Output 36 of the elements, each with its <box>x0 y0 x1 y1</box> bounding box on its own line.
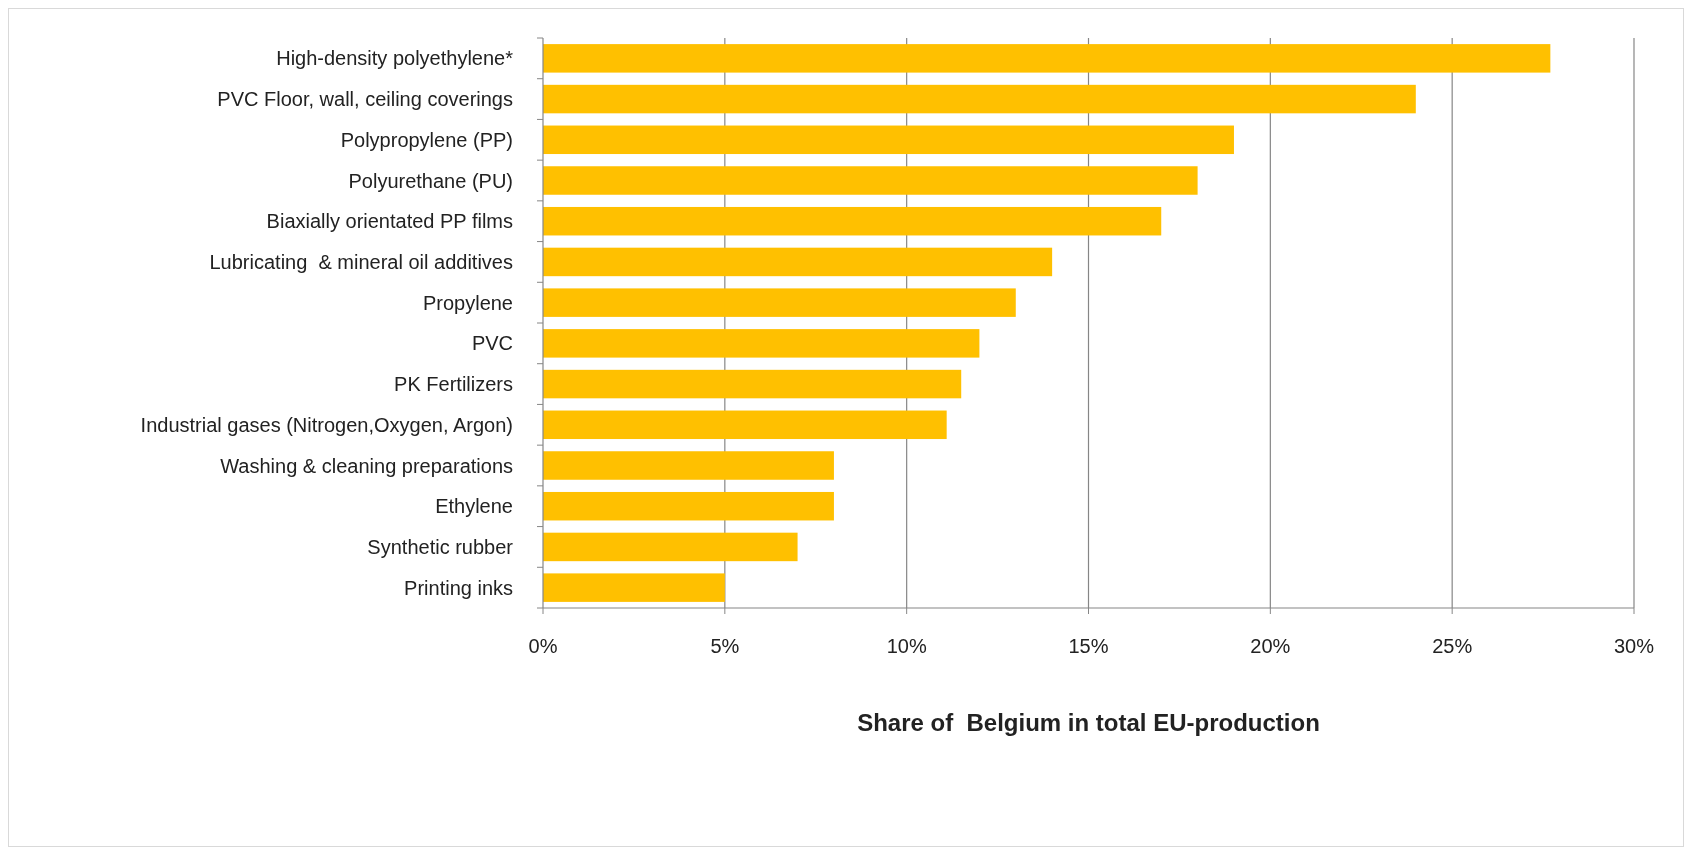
bar <box>543 491 834 521</box>
x-tick-label: 15% <box>1068 635 1109 657</box>
y-tick-label: Polyurethane (PU) <box>348 169 513 192</box>
y-tick-label: Biaxially orientated PP films <box>266 210 513 233</box>
bar <box>543 206 1162 236</box>
x-tick-label: 10% <box>886 635 927 657</box>
y-tick-label: Printing inks <box>404 576 513 599</box>
bar <box>543 369 962 399</box>
y-tick-label: PVC Floor, wall, ceiling coverings <box>217 88 513 111</box>
x-tick-label: 25% <box>1432 635 1473 657</box>
bar <box>543 329 980 358</box>
bar <box>543 573 725 602</box>
y-tick-label: PK Fertilizers <box>394 373 513 396</box>
y-tick-label: High-density polyethylene* <box>276 47 514 70</box>
y-tick-label: Propylene <box>422 291 513 314</box>
bar <box>543 532 798 562</box>
bar <box>543 125 1234 155</box>
y-tick-label: Ethylene <box>435 495 513 518</box>
y-tick-label: Lubricating & mineral oil additives <box>209 250 513 273</box>
y-tick-label: Washing & cleaning preparations <box>220 454 513 477</box>
bar <box>543 451 834 480</box>
x-tick-label: 20% <box>1250 635 1291 657</box>
y-tick-label: Polypropylene (PP) <box>340 128 513 151</box>
bar <box>543 410 947 440</box>
x-tick-label: 5% <box>710 635 740 657</box>
x-tick-label: 30% <box>1613 635 1655 657</box>
bar <box>543 247 1053 277</box>
y-tick-label: Industrial gases (Nitrogen,Oxygen, Argon) <box>140 413 513 436</box>
bar <box>543 166 1198 195</box>
bar <box>543 84 1416 114</box>
bar <box>543 288 1016 317</box>
y-tick-label: Synthetic rubber <box>367 535 514 558</box>
bar <box>543 44 1551 73</box>
x-tick-label: 0% <box>528 635 558 657</box>
x-axis-title: Share of Belgium in total EU-production <box>857 709 1320 736</box>
y-tick-label: PVC <box>471 332 513 355</box>
